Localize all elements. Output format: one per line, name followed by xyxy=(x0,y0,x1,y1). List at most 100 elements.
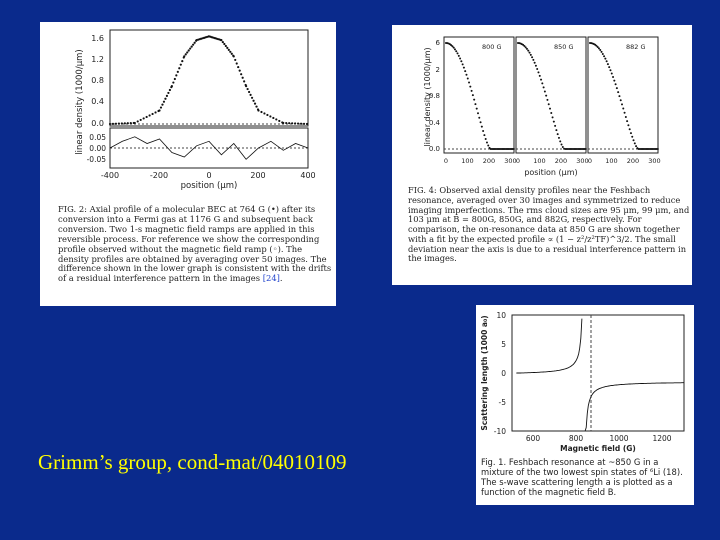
fig2-data-point xyxy=(249,93,252,96)
fig2-xtick: -200 xyxy=(150,171,168,180)
fig2-data-point xyxy=(145,115,148,119)
fig1-xtick: 1200 xyxy=(652,434,671,443)
fig1-ytick: 0 xyxy=(501,369,506,378)
fig4-data-point xyxy=(559,140,562,143)
fig4-data-point xyxy=(623,111,626,114)
fig4-caption-text: Observed axial density profiles near the… xyxy=(408,186,690,264)
fig2-data-point xyxy=(129,121,132,125)
fig4-ylabel: linear density (1000/μm) xyxy=(423,47,432,146)
fig4-data-point xyxy=(471,94,474,97)
fig2-data-point xyxy=(253,102,257,105)
fig4-data-point xyxy=(555,129,558,132)
fig4-data-point xyxy=(465,73,468,76)
fig1-caption: Fig. 1. Feshbach resonance at ~850 G in … xyxy=(481,458,691,498)
fig2-data-point xyxy=(240,73,243,76)
fig2-data-point xyxy=(136,120,139,123)
fig4-data-point xyxy=(469,85,472,88)
fig2-data-point xyxy=(190,45,193,48)
fig4-ytick: 2 xyxy=(436,66,440,74)
fig2-data-point xyxy=(226,46,229,50)
fig4-data-point xyxy=(606,63,609,66)
fig2-data-point xyxy=(305,122,309,126)
fig4-xtick: 200 xyxy=(555,157,567,165)
fig4-data-point xyxy=(462,66,465,69)
fig2-caption-label: FIG. 2: xyxy=(58,205,87,214)
fig4-data-point xyxy=(601,52,604,55)
fig4-data-point xyxy=(473,98,476,101)
fig2-data-point xyxy=(117,122,121,125)
fig2-data-point xyxy=(299,122,303,125)
fig2-data-point xyxy=(187,49,190,52)
fig4-frame-850 xyxy=(515,36,587,154)
fig4-data-point xyxy=(628,128,631,131)
fig2-caption-ref[interactable]: [24] xyxy=(262,273,280,284)
fig4-data-point xyxy=(538,74,541,77)
fig2-ytick: 0.8 xyxy=(91,76,104,85)
fig2-data-point xyxy=(108,122,112,126)
fig4-data-point xyxy=(597,47,600,50)
fig2-difference-line xyxy=(109,136,309,160)
fig4-data-point xyxy=(529,53,532,56)
fig2-data-point xyxy=(159,106,163,109)
fig2-data-point xyxy=(175,74,178,77)
fig2-data-point xyxy=(269,115,272,118)
fig2-data-point xyxy=(257,109,260,112)
fig2-data-point xyxy=(176,70,179,73)
fig4-data-point xyxy=(452,46,455,49)
fig4-data-point xyxy=(527,49,530,52)
fig4-ytick: 0.4 xyxy=(429,119,441,127)
fig4-xtick: 300 xyxy=(576,157,588,165)
fig4-data-point xyxy=(631,135,634,138)
fig4-panel-label: 800 G xyxy=(482,43,502,51)
fig4-data-point xyxy=(542,86,545,89)
fig4-xtick: 200 xyxy=(627,157,639,165)
fig2-ytick: 0.0 xyxy=(91,119,104,128)
fig4-data-point xyxy=(525,47,528,50)
fig2-data-point xyxy=(278,119,281,123)
fig4-data-point xyxy=(612,75,615,78)
fig2-ytick-diff: -0.05 xyxy=(87,155,107,164)
fig2-data-point xyxy=(238,69,241,72)
fig2-data-point xyxy=(193,41,196,44)
fig2-ytick-diff: 0.05 xyxy=(89,133,106,142)
fig2-data-point xyxy=(139,118,142,122)
fig4-data-point xyxy=(455,50,458,53)
fig2-ytick: 1.2 xyxy=(91,55,104,64)
fig2-data-point xyxy=(162,100,166,103)
fig4-data-point xyxy=(610,72,613,75)
fig2-caption: FIG. 2: Axial profile of a molecular BEC… xyxy=(58,205,332,284)
fig2-data-point xyxy=(164,97,167,100)
fig4-xtick: 300 xyxy=(648,157,660,165)
credit-text: Grimm’s group, cond-mat/04010109 xyxy=(38,450,347,474)
fig4-data-point xyxy=(547,103,550,106)
fig4-data-point xyxy=(531,56,534,59)
fig2-data-point xyxy=(168,88,171,92)
fig4-xtick: 0 xyxy=(444,157,448,165)
fig2-data-point xyxy=(288,122,291,125)
fig4-data-point xyxy=(457,54,460,57)
fig2-ylabel: linear density (1000/μm) xyxy=(75,49,85,154)
fig4-panel-label: 850 G xyxy=(554,43,574,51)
fig4-data-point xyxy=(561,146,564,149)
fig2-xtick: -400 xyxy=(101,171,119,180)
fig2-caption-end: . xyxy=(279,273,283,284)
fig1-caption-label: Fig. 1. xyxy=(481,458,507,467)
fig1-ytick: 5 xyxy=(501,340,506,349)
fig1-xtick: 1000 xyxy=(609,434,628,443)
fig1-curve-left xyxy=(516,318,583,374)
fig4-data-point xyxy=(613,79,616,82)
fig4-ytick: 0.8 xyxy=(429,92,440,100)
fig4-data-point xyxy=(622,107,625,110)
fig2-data-point xyxy=(126,122,129,125)
fig4-xtick: 300 xyxy=(504,157,516,165)
fig4-data-point xyxy=(534,64,537,67)
fig4-data-point xyxy=(512,148,515,150)
fig2-data-point xyxy=(297,122,300,125)
fig4-data-point xyxy=(614,83,617,86)
fig1-xtick: 600 xyxy=(526,434,541,443)
fig2-data-point xyxy=(186,51,189,54)
fig2-xtick: 0 xyxy=(206,171,211,180)
fig1-curve-right xyxy=(584,382,684,432)
fig4-xlabel: position (μm) xyxy=(524,168,577,177)
fig4-data-point xyxy=(540,78,543,81)
